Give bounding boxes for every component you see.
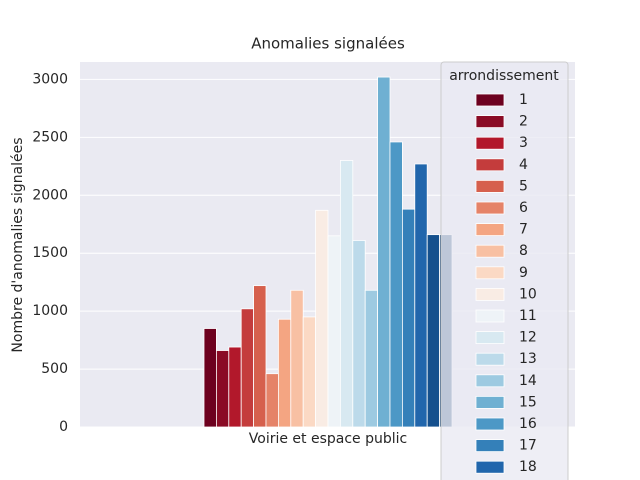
y-tick-label: 3000 [32,71,68,87]
legend-swatch [475,115,505,128]
bar [290,289,304,428]
legend-swatch [475,136,505,150]
x-tick-label: Voirie et espace public [249,431,407,447]
bar [414,163,428,428]
bar [228,346,242,428]
bar [315,209,329,428]
legend-swatch [475,374,505,388]
y-tick-label: 1500 [32,245,68,261]
y-tick-label: 500 [41,361,68,377]
bar [327,235,341,428]
legend-label: 14 [519,373,537,389]
bar [215,350,230,428]
legend-label: 15 [519,394,537,410]
legend-label: 17 [519,438,537,454]
legend-box [440,61,569,480]
legend-label: 7 [519,222,528,238]
bar [389,141,403,428]
legend-swatch [475,460,505,474]
bar [277,318,292,428]
y-axis-label: Nombre d'anomalies signalées [10,137,26,352]
bar [426,234,441,428]
legend-label: 5 [519,178,528,194]
legend-swatch [475,158,505,172]
legend-label: 6 [519,200,528,216]
legend-swatch [475,179,505,193]
bar [302,316,317,428]
legend-swatch [475,287,505,301]
legend-swatch [475,201,505,215]
legend-label: 3 [519,135,528,151]
legend-label: 10 [519,286,537,302]
legend-label: 13 [519,351,537,367]
bar [253,285,267,428]
legend-swatch [475,93,505,107]
bar [401,208,416,428]
bar [265,373,279,428]
legend-swatch [475,439,505,453]
legend-swatch [475,223,505,237]
y-tick-label: 2500 [32,129,68,145]
legend-swatch [475,395,505,409]
chart-title: Anomalies signalées [251,35,405,53]
legend-label: 8 [519,243,528,259]
legend-label: 18 [519,459,537,475]
legend-swatch [475,244,505,258]
legend-label: 9 [519,265,528,281]
legend-label: 4 [519,157,528,173]
legend-swatch [475,417,505,431]
legend-swatch [475,331,505,345]
bar [339,160,354,428]
legend-label: 1 [519,92,528,108]
bar [352,240,366,428]
y-tick-label: 0 [59,419,68,435]
bar [364,289,379,428]
bar [203,328,217,428]
y-tick-label: 2000 [32,187,68,203]
legend-title: arrondissement [449,68,559,84]
y-tick-label: 1000 [32,303,68,319]
bar [377,76,391,428]
bar [240,308,254,428]
legend-label: 12 [519,330,537,346]
legend-label: 16 [519,416,537,432]
legend-label: 11 [519,308,537,324]
legend-label: 2 [519,114,528,130]
legend-swatch [475,266,505,280]
legend-swatch [475,309,505,323]
legend-swatch [475,352,505,366]
